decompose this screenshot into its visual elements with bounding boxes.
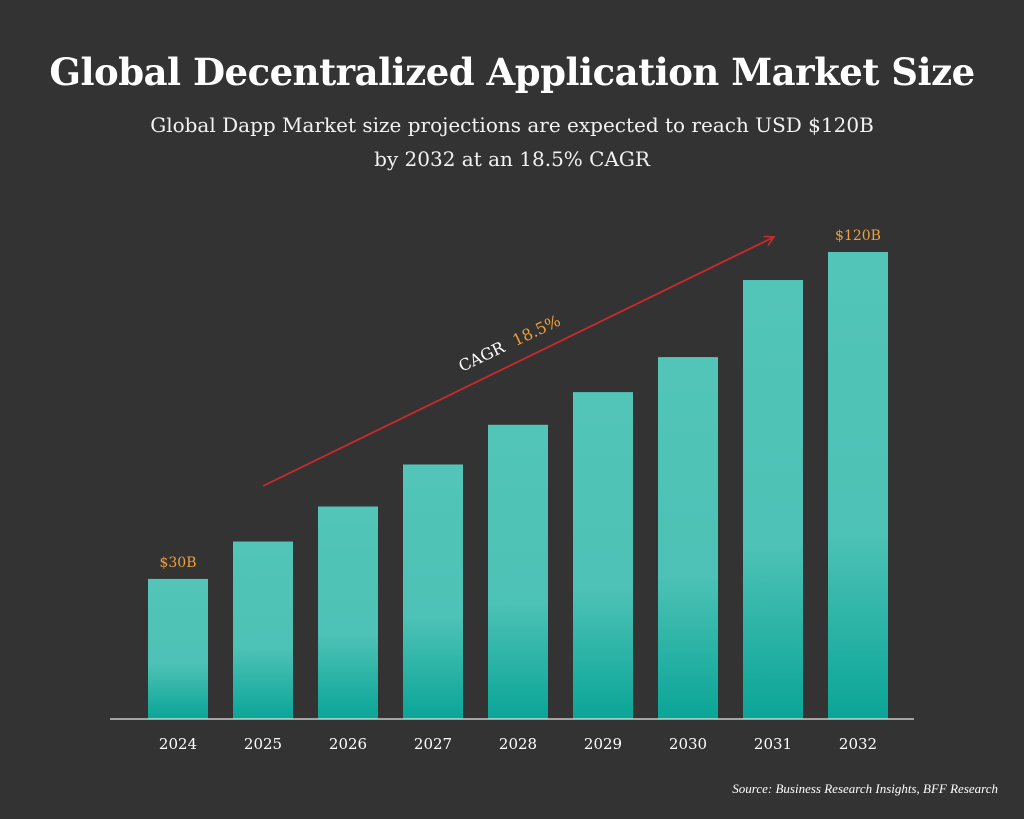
bar-2032 bbox=[828, 252, 888, 719]
x-tick-label-2028: 2028 bbox=[499, 735, 537, 753]
page-subtitle: Global Dapp Market size projections are … bbox=[0, 108, 1024, 176]
bar-2026 bbox=[318, 506, 378, 719]
bar-2024 bbox=[148, 578, 208, 719]
data-labels: $30B $120B bbox=[159, 228, 880, 571]
x-tick-label-2029: 2029 bbox=[584, 735, 622, 753]
data-label-2032: $120B bbox=[835, 228, 881, 244]
bar-2025 bbox=[233, 541, 293, 719]
x-tick-label-2027: 2027 bbox=[414, 735, 452, 753]
cagr-arrow bbox=[262, 235, 776, 487]
bar-2029 bbox=[573, 392, 633, 719]
x-tick-label-2026: 2026 bbox=[329, 735, 367, 753]
bar-2028 bbox=[488, 424, 548, 719]
x-tick-label-2031: 2031 bbox=[754, 735, 792, 753]
x-tick-label-2032: 2032 bbox=[839, 735, 877, 753]
data-label-2024: $30B bbox=[159, 555, 196, 571]
x-tick-label-2024: 2024 bbox=[159, 735, 197, 753]
subtitle-line-1: Global Dapp Market size projections are … bbox=[150, 113, 874, 137]
x-tick-labels: 2024 2025 2026 2027 2028 2029 2030 2031 2032 bbox=[159, 735, 877, 753]
subtitle-line-2: by 2032 at an 18.5% CAGR bbox=[374, 147, 650, 171]
source-note: Source: Business Research Insights, BFF … bbox=[732, 781, 998, 796]
bar-2031 bbox=[743, 280, 803, 719]
bars-layer bbox=[148, 252, 888, 719]
bar-2027 bbox=[403, 464, 463, 719]
x-tick-label-2030: 2030 bbox=[669, 735, 707, 753]
page-title: Global Decentralized Application Market … bbox=[49, 50, 975, 94]
bar-2030 bbox=[658, 357, 718, 719]
x-tick-label-2025: 2025 bbox=[244, 735, 282, 753]
